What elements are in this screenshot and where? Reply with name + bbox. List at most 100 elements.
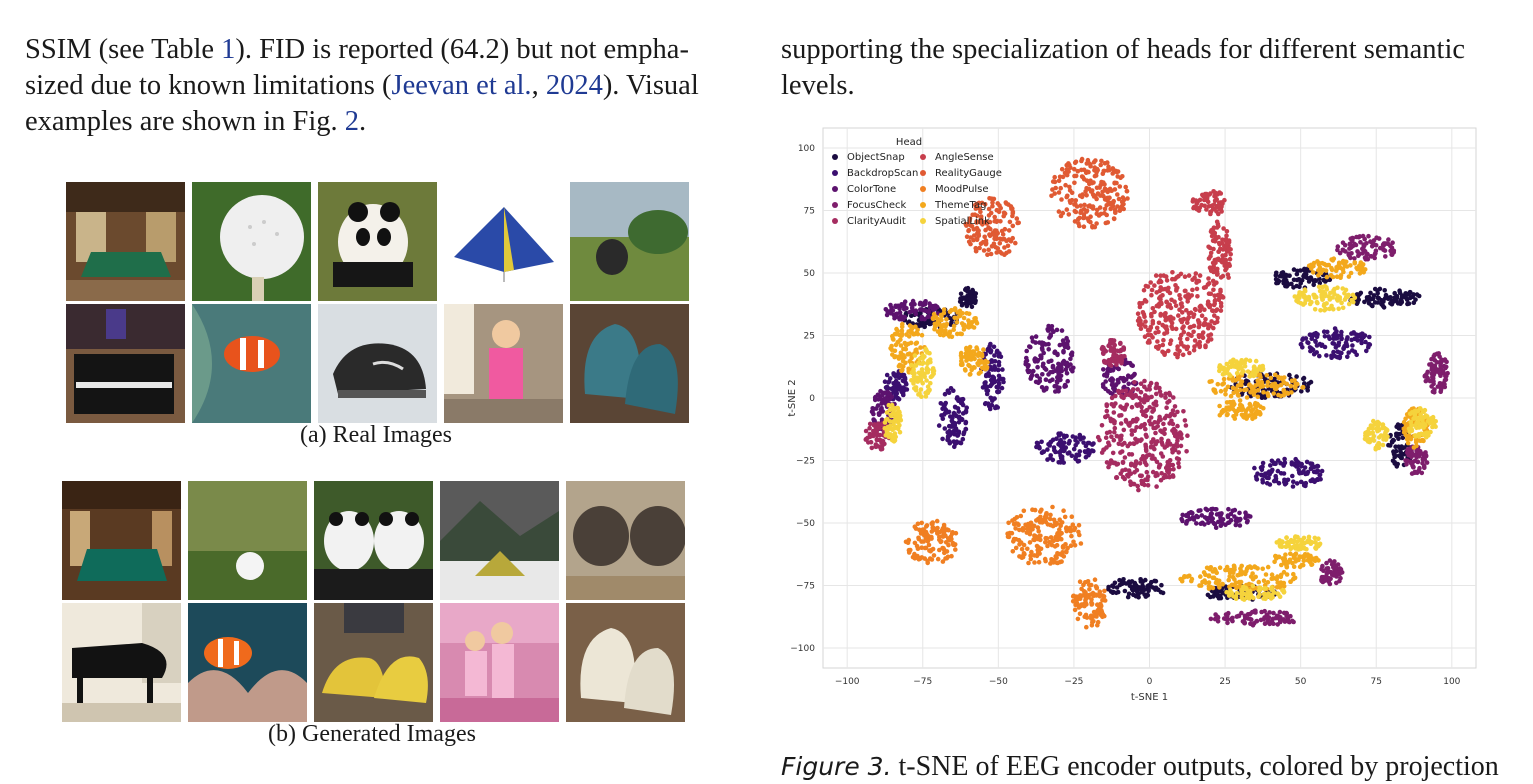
scatter-point — [1057, 364, 1062, 369]
scatter-point — [1087, 182, 1092, 187]
scatter-point — [1302, 376, 1307, 381]
scatter-point — [1325, 330, 1330, 335]
scatter-point — [910, 309, 915, 314]
scatter-point — [1392, 452, 1397, 457]
scatter-point — [1044, 512, 1049, 517]
scatter-point — [948, 330, 953, 335]
scatter-point — [981, 347, 986, 352]
scatter-point — [1411, 465, 1416, 470]
scatter-point — [1255, 471, 1260, 476]
scatter-point — [1020, 547, 1025, 552]
scatter-point — [1363, 267, 1368, 272]
scatter-point — [1326, 569, 1331, 574]
scatter-point — [1138, 473, 1143, 478]
scatter-point — [919, 371, 924, 376]
scatter-point — [1154, 586, 1159, 591]
scatter-point — [1274, 577, 1279, 582]
scatter-point — [1282, 471, 1287, 476]
scatter-point — [1106, 440, 1111, 445]
scatter-point — [892, 355, 897, 360]
scatter-point — [1212, 202, 1217, 207]
scatter-point — [1261, 394, 1266, 399]
scatter-point — [1170, 277, 1175, 282]
scatter-point — [959, 353, 964, 358]
scatter-point — [1316, 469, 1321, 474]
scatter-point — [1046, 359, 1051, 364]
scatter-point — [1119, 421, 1124, 426]
scatter-point — [1355, 299, 1360, 304]
scatter-point — [920, 333, 925, 338]
y-tick-label: −75 — [796, 582, 815, 592]
table-reference-link[interactable]: 1 — [221, 34, 235, 65]
scatter-point — [941, 546, 946, 551]
scatter-point — [1227, 593, 1232, 598]
scatter-point — [1429, 416, 1434, 421]
scatter-point — [960, 302, 965, 307]
scatter-point — [1138, 461, 1143, 466]
scatter-point — [1015, 216, 1020, 221]
scatter-point — [1382, 241, 1387, 246]
scatter-point — [1142, 385, 1147, 390]
x-tick-label: 50 — [1295, 677, 1307, 687]
scatter-point — [968, 290, 973, 295]
scatter-point — [1072, 528, 1077, 533]
scatter-point — [1069, 534, 1074, 539]
scatter-point — [1324, 307, 1329, 312]
scatter-point — [953, 547, 958, 552]
scatter-point — [1271, 391, 1276, 396]
scatter-point — [1004, 239, 1009, 244]
scatter-point — [1390, 240, 1395, 245]
scatter-point — [1034, 357, 1039, 362]
y-tick-label: −25 — [796, 457, 815, 467]
scatter-point — [1143, 393, 1148, 398]
scatter-point — [903, 299, 908, 304]
scatter-point — [1405, 302, 1410, 307]
scatter-point — [1058, 453, 1063, 458]
scatter-point — [1335, 336, 1340, 341]
scatter-point — [1058, 186, 1063, 191]
scatter-point — [1217, 241, 1222, 246]
scatter-point — [1329, 257, 1334, 262]
scatter-point — [1229, 617, 1234, 622]
scatter-point — [1288, 547, 1293, 552]
scatter-point — [1207, 192, 1212, 197]
scatter-point — [1315, 477, 1320, 482]
scatter-point — [1187, 315, 1192, 320]
scatter-point — [1260, 465, 1265, 470]
scatter-point — [1130, 405, 1135, 410]
scatter-point — [1133, 464, 1138, 469]
scatter-point — [1197, 345, 1202, 350]
scatter-point — [868, 435, 873, 440]
scatter-point — [1118, 404, 1123, 409]
legend-marker — [832, 154, 838, 160]
legend-entry: ColorTone — [847, 184, 896, 195]
scatter-point — [1153, 331, 1158, 336]
y-tick-label: 25 — [804, 332, 815, 342]
y-tick-label: 0 — [809, 394, 815, 404]
scatter-point — [1057, 527, 1062, 532]
scatter-point — [1006, 521, 1011, 526]
scatter-point — [1162, 352, 1167, 357]
scatter-point — [1209, 292, 1214, 297]
scatter-point — [1157, 417, 1162, 422]
scatter-point — [1034, 518, 1039, 523]
scatter-point — [1243, 614, 1248, 619]
scatter-point — [1225, 614, 1230, 619]
legend-entry: FocusCheck — [847, 200, 907, 211]
scatter-point — [873, 396, 878, 401]
text-segment: SSIM (see Table — [25, 34, 221, 65]
figure-reference-link[interactable]: 2 — [345, 106, 359, 137]
scatter-point — [1182, 574, 1187, 579]
scatter-point — [1017, 528, 1022, 533]
citation-author-link[interactable]: Jeevan et al. — [392, 70, 532, 101]
scatter-point — [1144, 455, 1149, 460]
scatter-point — [1109, 346, 1114, 351]
y-tick-label: −50 — [796, 519, 815, 529]
scatter-point — [927, 388, 932, 393]
scatter-point — [1077, 605, 1082, 610]
scatter-point — [1043, 540, 1048, 545]
scatter-point — [1082, 224, 1087, 229]
scatter-point — [1101, 385, 1106, 390]
citation-year-link[interactable]: 2024 — [546, 70, 603, 101]
